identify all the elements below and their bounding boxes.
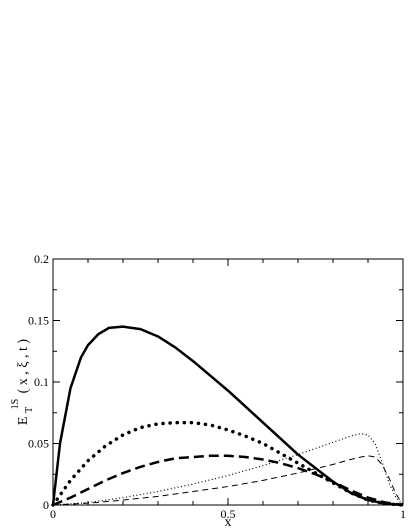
x-tick-label: 1: [400, 507, 406, 521]
y-label-sup: 1S: [10, 399, 21, 410]
x-tick-label: 0: [50, 507, 56, 521]
series-line-4: [52, 433, 404, 506]
tick-group: 0 0.5 1 0 0.05 0.1 0.15 0.2: [28, 252, 406, 521]
x-axis-label: x: [225, 515, 232, 529]
y-label-args: ( x , ξ , t ): [16, 339, 31, 394]
series-line-5: [52, 455, 404, 506]
y-tick-label: 0.15: [28, 314, 49, 328]
y-tick-label: 0: [43, 498, 49, 512]
x-tick-label: 0.5: [221, 507, 236, 521]
series-line-3: [52, 454, 404, 507]
y-tick-label: 0.2: [34, 252, 49, 266]
series-line-1: [51, 325, 404, 507]
y-label-sub: T: [24, 407, 35, 413]
plot-frame: [52, 258, 404, 506]
series-group: [51, 325, 405, 507]
y-tick-label: 0.05: [28, 437, 49, 451]
series-line-2: [51, 420, 405, 507]
y-tick-label: 0.1: [34, 375, 49, 389]
y-label-main: E: [16, 417, 31, 426]
y-axis-label: E T 1S ( x , ξ , t ): [7, 339, 36, 426]
